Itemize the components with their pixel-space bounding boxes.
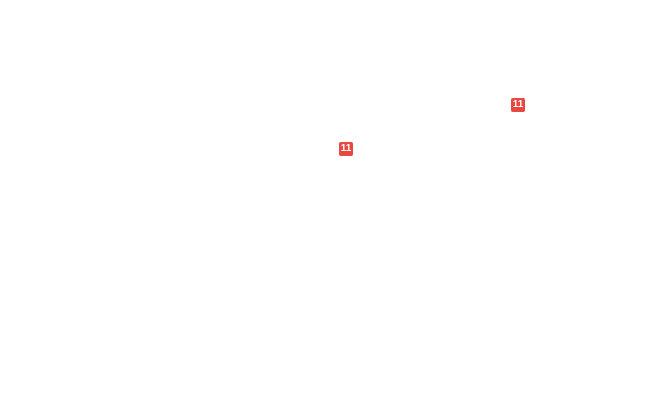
part-callout-badge[interactable]: 11 — [339, 142, 353, 156]
part-callout-badge[interactable]: 11 — [511, 98, 525, 112]
